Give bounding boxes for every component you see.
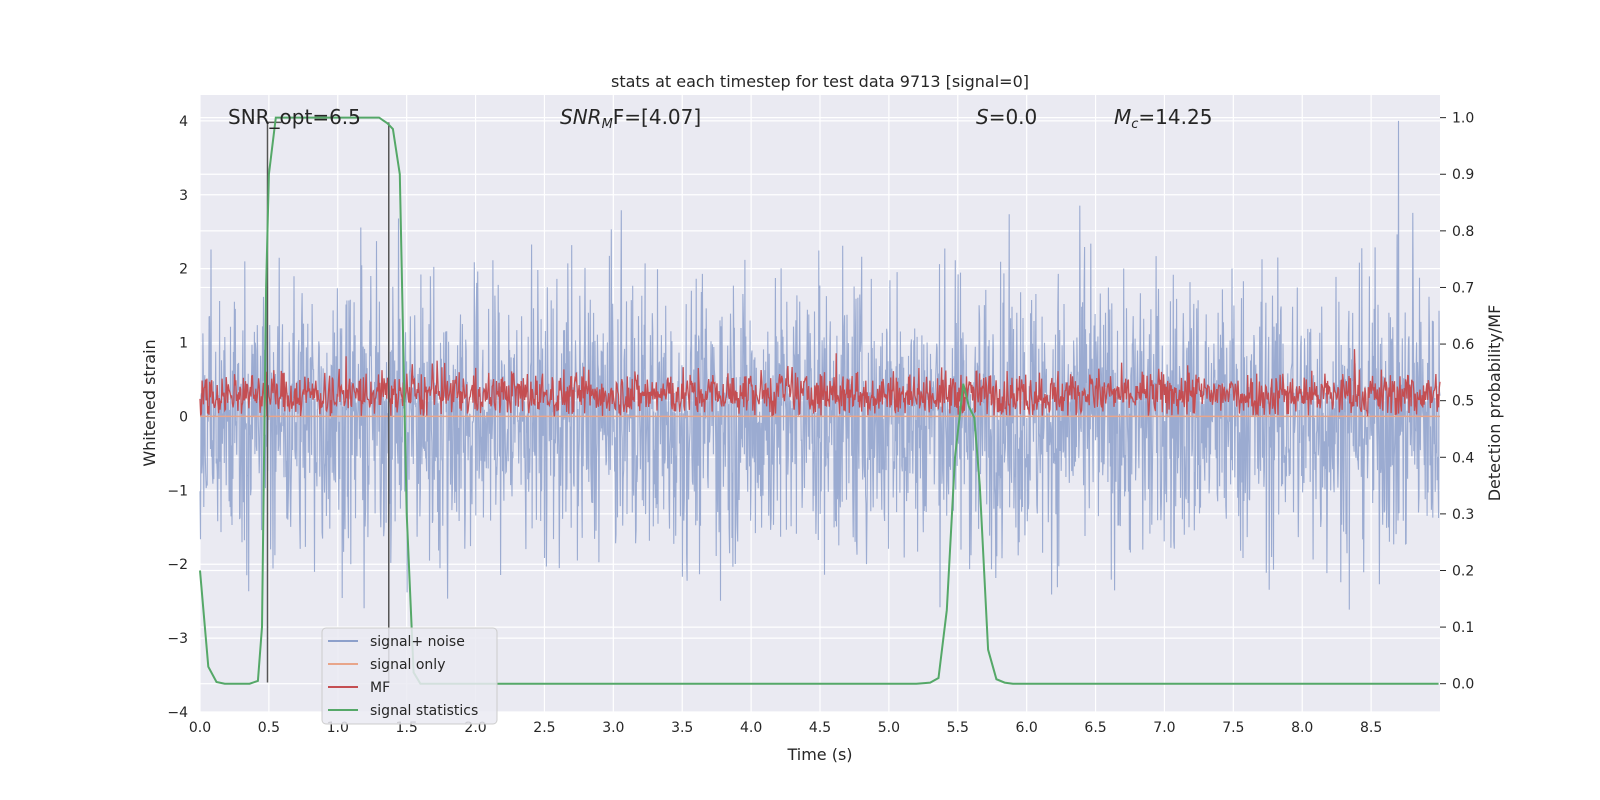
y2-tick-label: 0.7: [1452, 280, 1474, 296]
y2-tick-label: 0.6: [1452, 337, 1474, 353]
x-tick-label: 8.5: [1360, 720, 1382, 736]
x-tick-label: 8.0: [1291, 720, 1313, 736]
x-axis-label: Time (s): [786, 745, 852, 764]
y2-tick-label: 0.2: [1452, 563, 1474, 579]
y-tick-label: 4: [179, 114, 188, 130]
x-tick-label: 0.0: [189, 720, 211, 736]
x-tick-label: 6.5: [1084, 720, 1106, 736]
x-tick-label: 4.0: [740, 720, 762, 736]
x-tick-labels: 0.0 0.5 1.0 1.5 2.0 2.5 3.0 3.5 4.0 4.5 5.0 5.5 6.0 6…: [189, 720, 1382, 736]
mf-line: [199, 349, 1441, 417]
y-tick-label: −2: [167, 557, 188, 573]
y2-tick-label: 0.3: [1452, 507, 1474, 523]
legend-label-mf: MF: [370, 680, 390, 696]
y2-tick-label: 0.4: [1452, 450, 1474, 466]
y2-tick-labels: 1.0 0.9 0.8 0.7 0.6 0.5 0.4 0.3 0.2 0.1 0.0: [1452, 111, 1474, 693]
annotation-snr-opt: SNR_opt=6.5: [228, 105, 361, 129]
y-tick-label: 3: [179, 188, 188, 204]
x-tick-label: 3.5: [671, 720, 693, 736]
x-tick-label: 6.0: [1016, 720, 1038, 736]
y-tick-label: 2: [179, 262, 188, 278]
chart-title: stats at each timestep for test data 971…: [611, 72, 1029, 91]
annotation-snr-mf: SNRMF=[4.07]: [560, 105, 701, 132]
x-tick-label: 3.0: [602, 720, 624, 736]
x-tick-label: 7.5: [1222, 720, 1244, 736]
y-tick-label: 0: [179, 409, 188, 425]
y-tick-label: −1: [167, 483, 188, 499]
x-tick-label: 2.5: [533, 720, 555, 736]
y-axis-label: Whitened strain: [140, 339, 159, 466]
y2-tick-label: 0.9: [1452, 167, 1474, 183]
y-tick-label: −3: [167, 631, 188, 647]
x-tick-label: 5.0: [878, 720, 900, 736]
annotation-s-stat: S=0.0: [976, 105, 1037, 129]
x-tick-label: 7.0: [1153, 720, 1175, 736]
y2-axis-label: Detection probability/MF: [1485, 305, 1504, 502]
legend: signal+ noise signal only MF signal stat…: [321, 627, 498, 725]
y2-tick-label: 0.1: [1452, 620, 1474, 636]
y-tick-label: 1: [179, 336, 188, 352]
x-tick-label: 5.5: [947, 720, 969, 736]
legend-label-signal-statistics: signal statistics: [370, 703, 478, 719]
y2-tick-label: 0.0: [1452, 677, 1474, 693]
legend-label-signal-noise: signal+ noise: [370, 634, 465, 650]
y2-tick-label: 0.8: [1452, 224, 1474, 240]
legend-box: [321, 627, 498, 725]
x-tick-label: 0.5: [258, 720, 280, 736]
y2-tick-label: 1.0: [1452, 111, 1474, 127]
y-tick-labels: 4 3 2 1 0 −1 −2 −3 −4: [167, 114, 188, 721]
x-tick-label: 4.5: [809, 720, 831, 736]
y2-tick-label: 0.5: [1452, 394, 1474, 410]
y-tick-label: −4: [167, 705, 188, 721]
annotation-mc: Mc=14.25: [1114, 105, 1212, 132]
series-mf: [199, 349, 1441, 417]
legend-label-signal-only: signal only: [370, 657, 445, 673]
